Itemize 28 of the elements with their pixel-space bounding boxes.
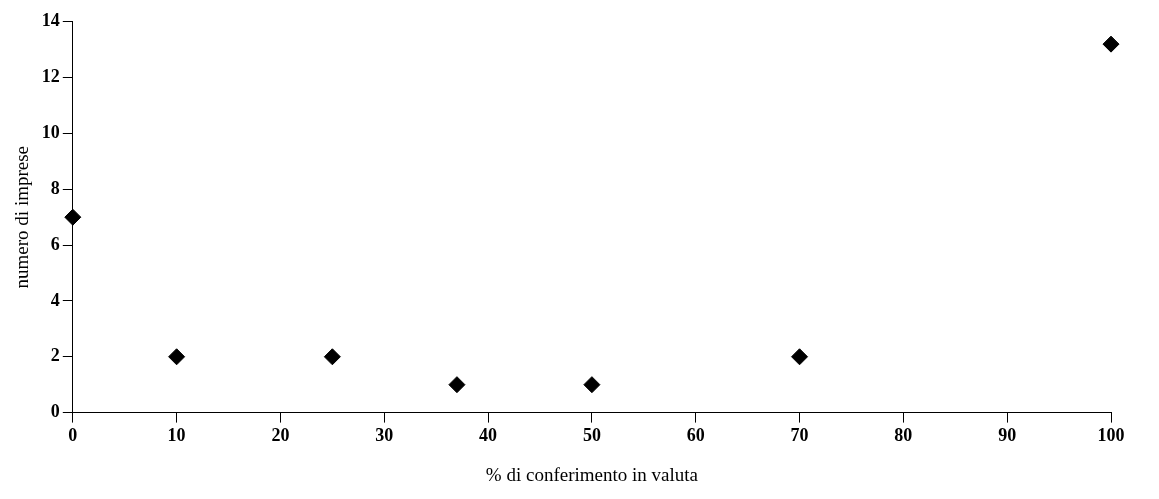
point: [64, 208, 82, 226]
point: [1102, 35, 1120, 53]
x-tick-label: 20: [271, 425, 290, 446]
x-tick-label: 100: [1097, 425, 1125, 446]
x-tick-label: 80: [894, 425, 913, 446]
y-tick-label: 6: [50, 233, 60, 254]
x-tick-label: 10: [167, 425, 186, 446]
y-axis-title: numero di imprese: [11, 145, 33, 289]
y-tick-label: 4: [50, 289, 60, 310]
y-tick-label: 10: [41, 122, 60, 143]
point: [448, 376, 466, 394]
x-tick-label: 60: [686, 425, 705, 446]
x-tick-label: 30: [375, 425, 394, 446]
x-tick-label: 70: [790, 425, 809, 446]
y-tick-label: 0: [50, 401, 60, 422]
point: [791, 348, 809, 366]
y-tick-label: 12: [41, 66, 60, 87]
y-tick-label: 8: [50, 177, 60, 198]
x-tick-label: 0: [68, 425, 78, 446]
point: [168, 348, 186, 366]
x-tick-label: 90: [998, 425, 1017, 446]
y-tick-label: 2: [50, 345, 60, 366]
y-tick-label: 14: [41, 10, 60, 31]
point: [583, 376, 601, 394]
x-axis-title: % di conferimento in valuta: [485, 463, 699, 485]
x-tick-label: 40: [479, 425, 498, 446]
point: [323, 348, 341, 366]
x-tick-label: 50: [582, 425, 601, 446]
